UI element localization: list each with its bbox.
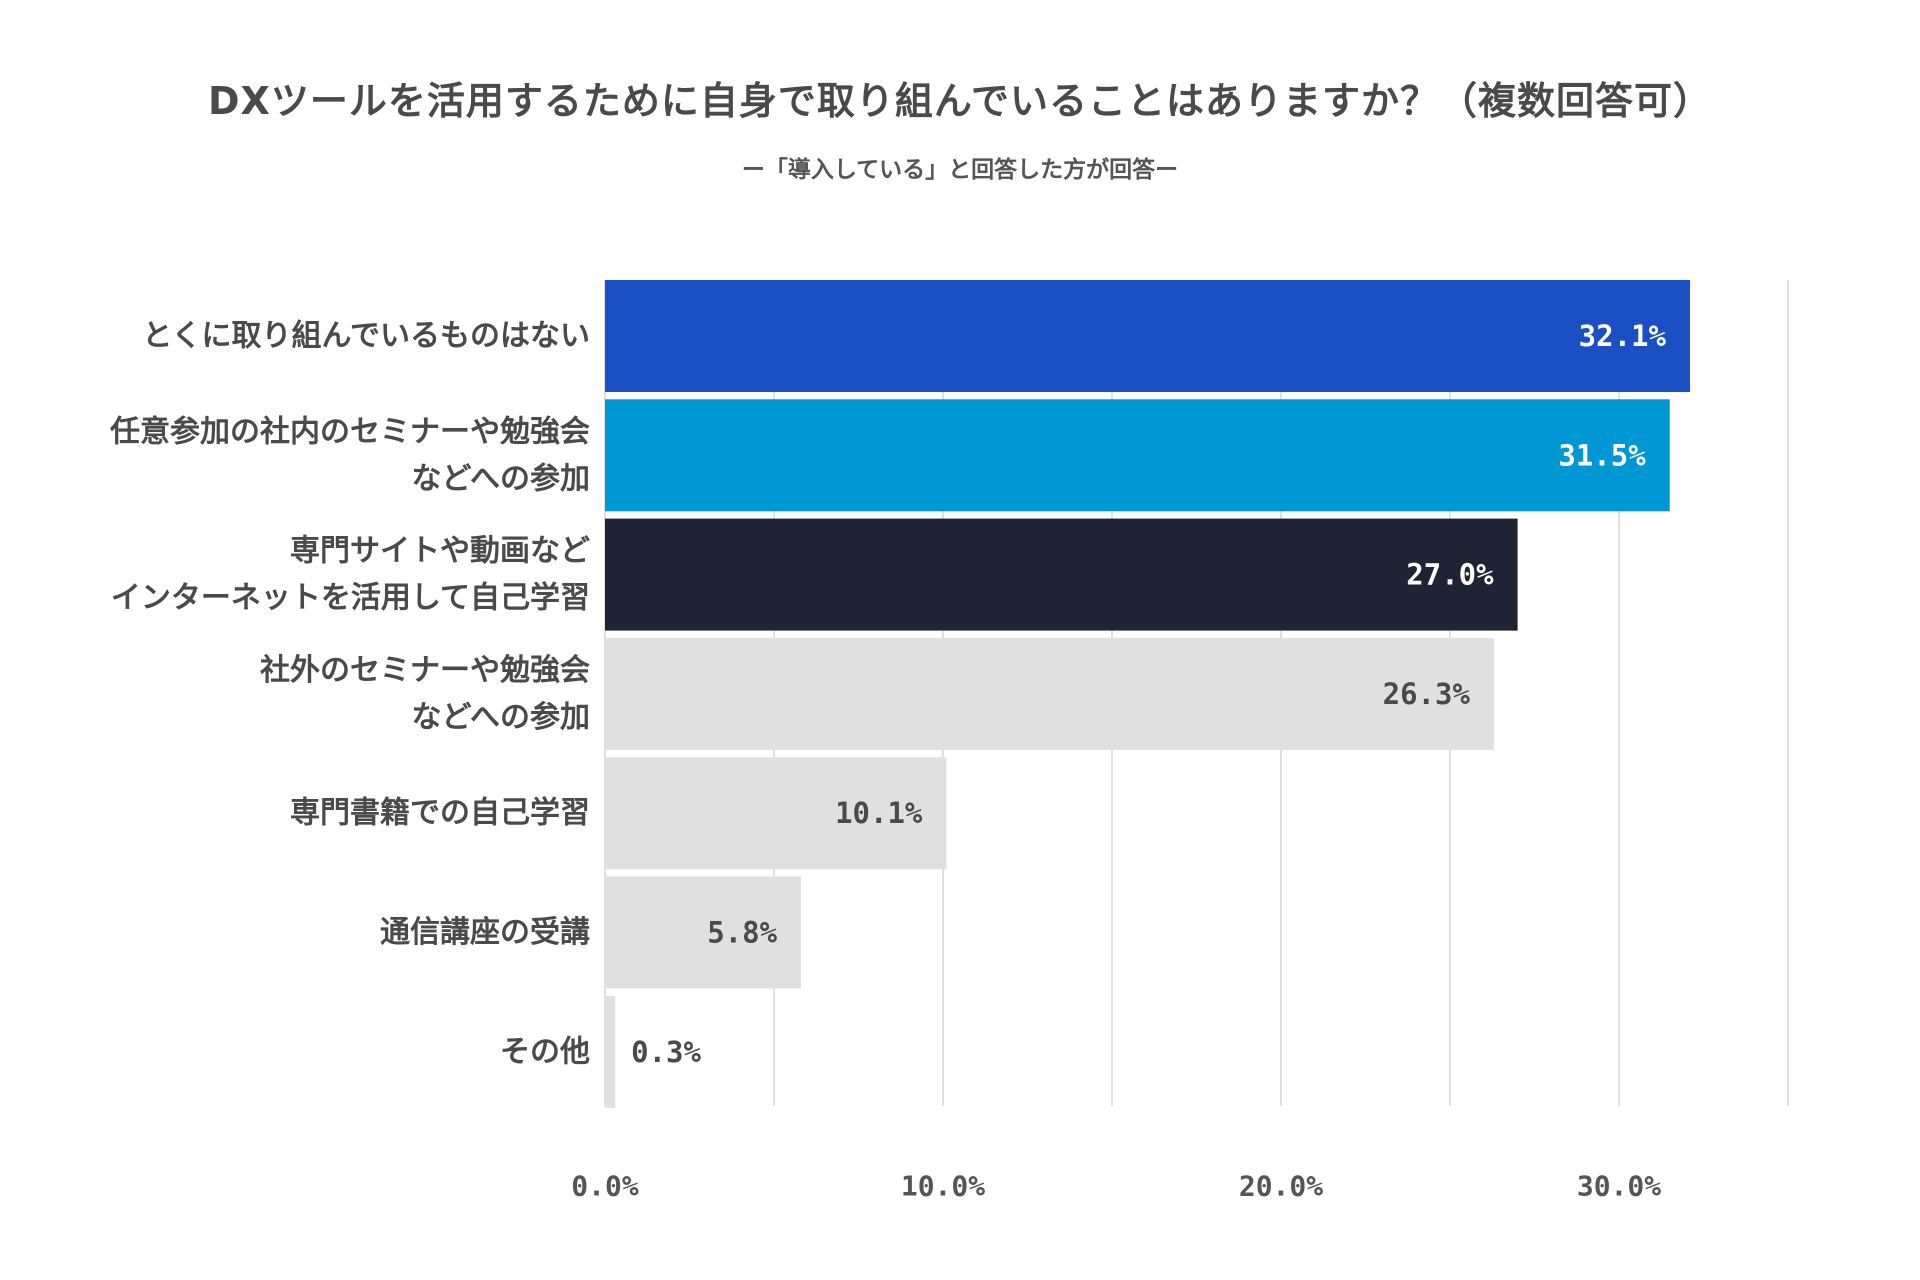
chart-subtitle: ー「導入している」と回答した方が回答ー <box>741 157 1179 183</box>
x-axis-ticks: 0.0% 10.0% 20.0% 30.0% <box>571 1170 1661 1203</box>
value-label-0: 32.1% <box>1579 319 1667 353</box>
bar-2 <box>605 518 1518 631</box>
value-label-1: 31.5% <box>1558 438 1646 472</box>
x-tick-label-0: 0.0% <box>571 1170 639 1203</box>
category-label-0: とくに取り組んでいるものはない <box>142 319 590 354</box>
category-label-3-line-0: 社外のセミナーや勉強会 <box>260 653 590 688</box>
bars <box>605 280 1690 1108</box>
bar-0 <box>605 280 1690 392</box>
category-label-3-line-1: などへの参加 <box>412 700 591 735</box>
bar-5 <box>605 876 802 989</box>
category-label-2-line-1: インターネットを活用して自己学習 <box>111 581 590 616</box>
value-label-2: 27.0% <box>1406 558 1494 592</box>
value-label-6: 0.3% <box>631 1035 701 1069</box>
category-label-2-line-0: 専門サイトや動画など <box>290 534 590 569</box>
x-tick-label-2: 20.0% <box>1239 1170 1323 1203</box>
value-label-3: 26.3% <box>1383 677 1471 711</box>
x-tick-label-3: 30.0% <box>1577 1170 1661 1203</box>
category-label-6: その他 <box>500 1034 590 1069</box>
value-labels: 32.1% 31.5% 27.0% 26.3% 10.1% 5.8% 0.3% <box>631 319 1666 1069</box>
chart-title: DXツールを活用するために自身で取り組んでいることはありますか？（複数回答可） <box>208 79 1712 123</box>
x-tick-label-1: 10.0% <box>901 1170 985 1203</box>
category-label-1-line-1: などへの参加 <box>412 461 591 496</box>
category-label-4: 専門書籍での自己学習 <box>290 796 590 831</box>
bar-3 <box>605 637 1494 750</box>
category-label-5: 通信講座の受講 <box>380 915 590 950</box>
bar-6 <box>605 995 616 1108</box>
category-label-1-line-0: 任意参加の社内のセミナーや勉強会 <box>109 414 590 449</box>
bar-1 <box>605 399 1670 512</box>
bar-4 <box>605 757 947 870</box>
value-label-4: 10.1% <box>835 796 923 830</box>
value-label-5: 5.8% <box>707 916 777 950</box>
category-labels: とくに取り組んでいるものはない任意参加の社内のセミナーや勉強会などへの参加専門サ… <box>109 319 590 1070</box>
